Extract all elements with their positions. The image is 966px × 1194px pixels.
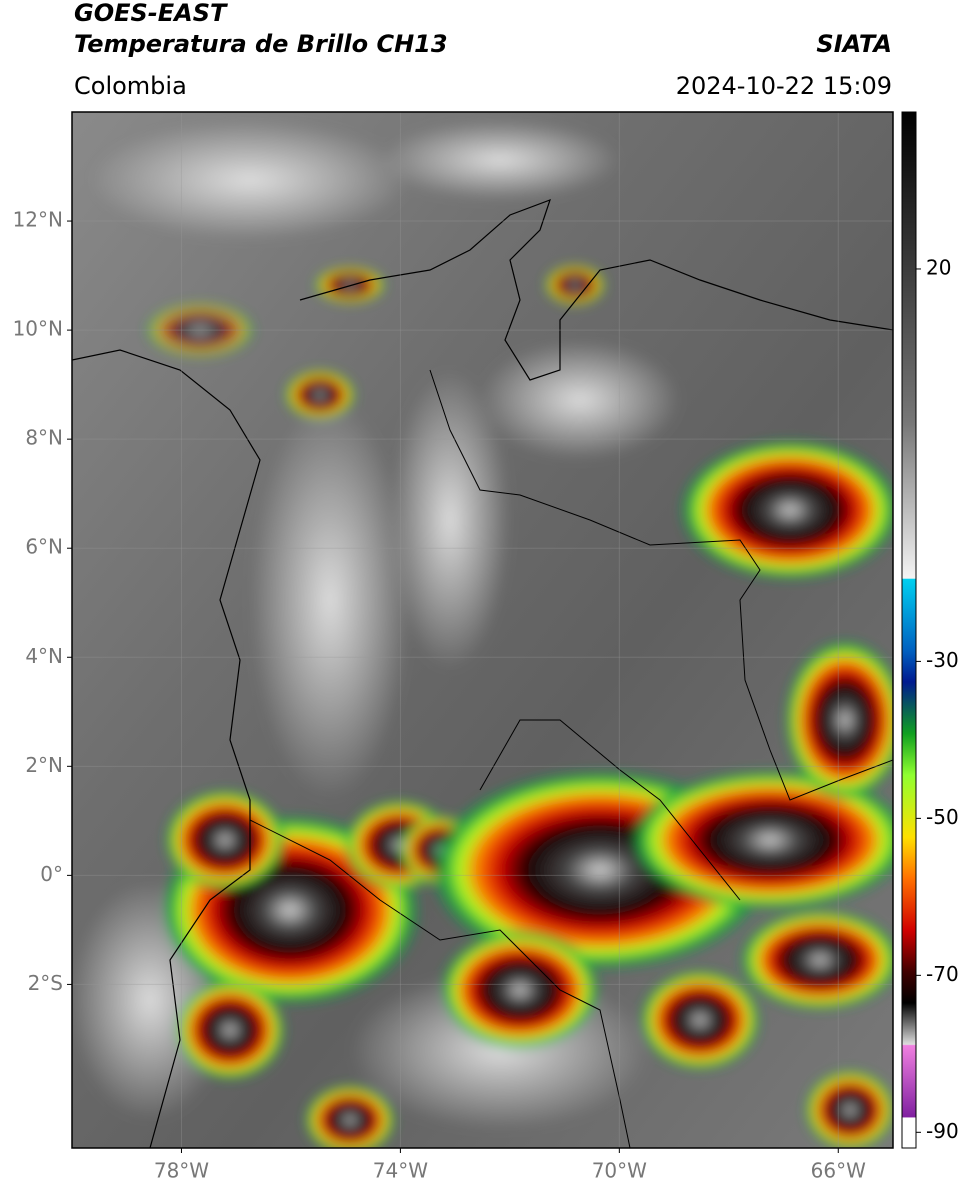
- colorbar-tick-label: 20: [926, 255, 951, 279]
- lat-tick-label: 10°N: [13, 317, 63, 341]
- lat-tick-label: 2°N: [25, 753, 63, 777]
- graticule: [72, 112, 893, 1148]
- lat-tick-label: 12°N: [13, 208, 63, 232]
- colorbar: [901, 111, 917, 1149]
- lat-tick-label: 8°N: [25, 426, 63, 450]
- datetime: 2024-10-22 15:09: [676, 72, 892, 100]
- map-frame: [71, 111, 894, 1149]
- colorbar-tick-label: -90: [926, 1119, 959, 1143]
- title: GOES-EAST: [74, 0, 228, 27]
- colorbar-tick-label: -50: [926, 805, 959, 829]
- lat-tick-label: 0°: [40, 862, 63, 886]
- lon-tick-label: 70°W: [592, 1159, 647, 1183]
- lat-tick-label: 2°S: [28, 971, 63, 995]
- region: Colombia: [74, 72, 187, 100]
- map-image: [72, 112, 893, 1148]
- lon-tick-label: 74°W: [373, 1159, 428, 1183]
- lon-tick-label: 78°W: [154, 1159, 209, 1183]
- subtitle: Temperatura de Brillo CH13: [74, 30, 448, 58]
- colorbar-tick-label: -70: [926, 962, 959, 986]
- colorbar-tick-label: -30: [926, 648, 959, 672]
- lat-tick-label: 6°N: [25, 535, 63, 559]
- agency: SIATA: [816, 30, 892, 58]
- lon-tick-label: 66°W: [811, 1159, 866, 1183]
- lat-tick-label: 4°N: [25, 644, 63, 668]
